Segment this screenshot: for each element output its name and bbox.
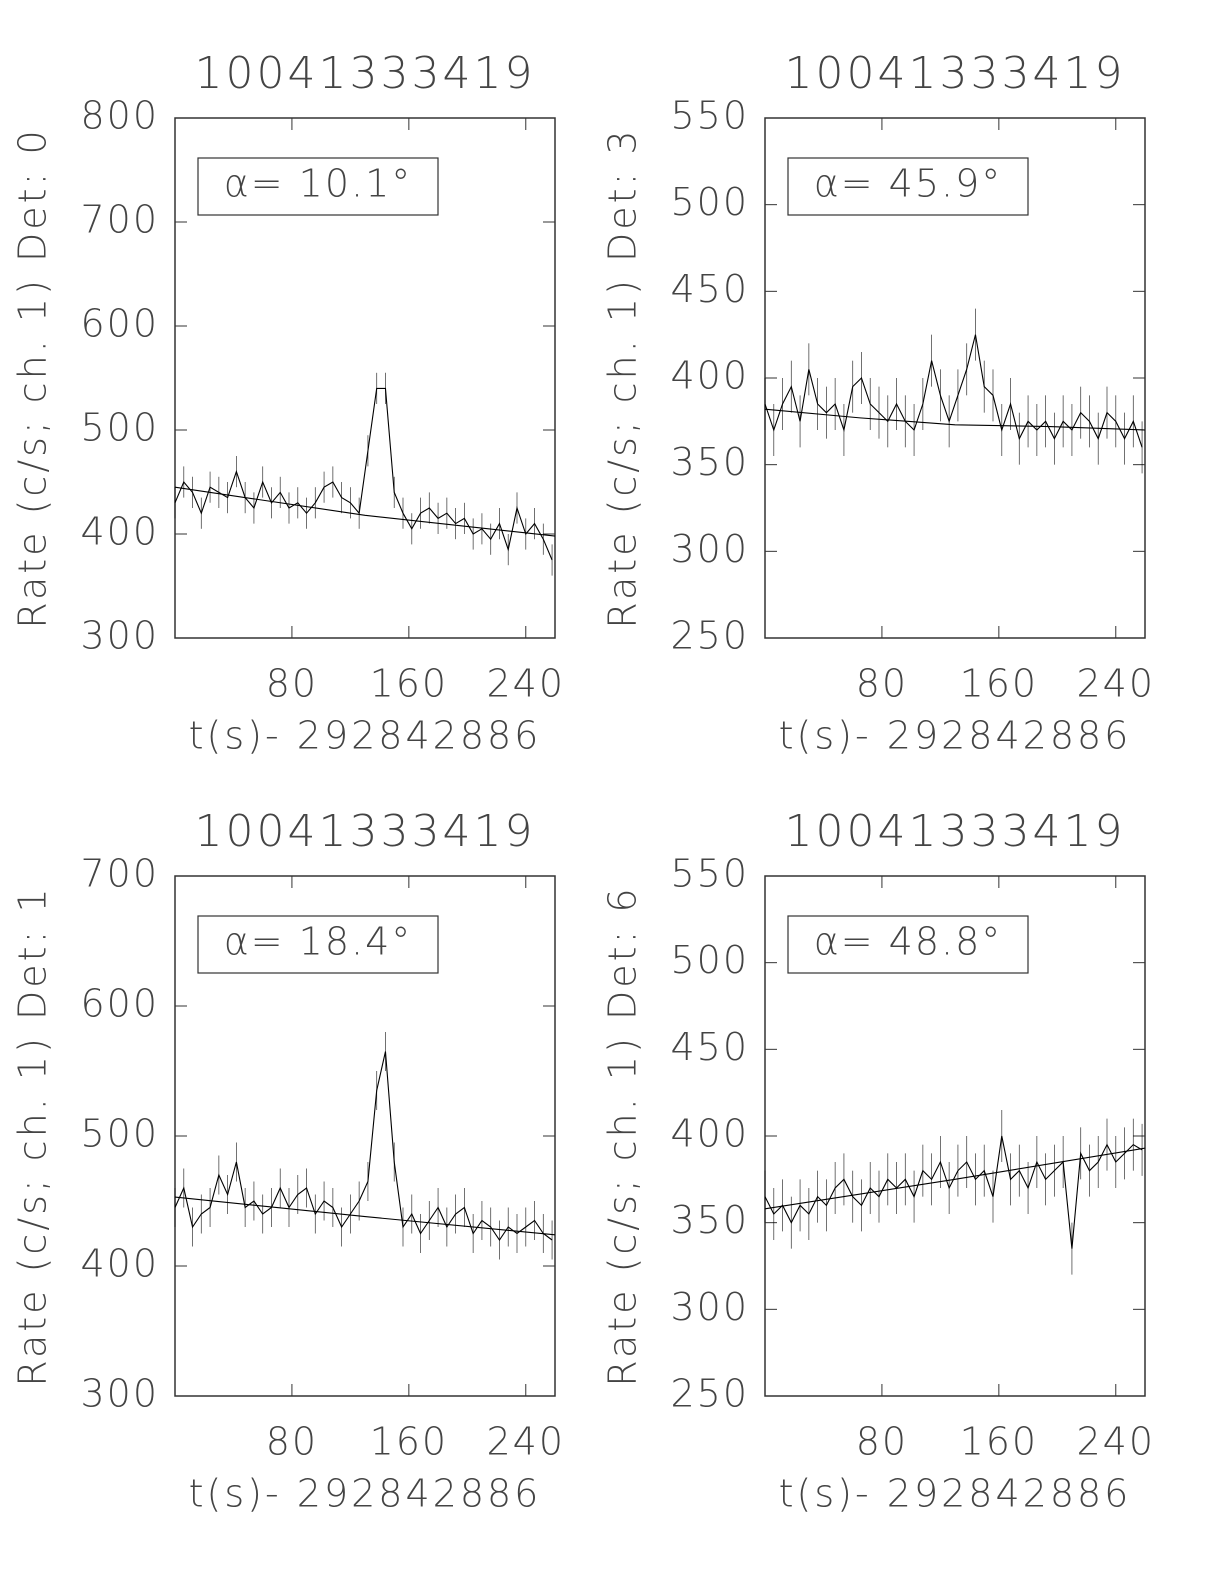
annotation-box (197, 157, 439, 216)
annotation: α= 45.9° (814, 162, 1003, 206)
data-line (174, 1051, 553, 1241)
y-tick-label: 250 (670, 614, 749, 658)
y-tick-label: 300 (80, 1372, 159, 1416)
y-tick-label: 400 (80, 510, 159, 554)
annotation-box (197, 915, 439, 974)
plot-frame (174, 117, 556, 639)
x-tick-label: 160 (960, 1420, 1039, 1464)
y-axis-label: Rate (c/s; ch. 1) Det: 1 (11, 885, 55, 1386)
y-tick-label: 350 (670, 1198, 749, 1242)
panel-title: 10041333419 (195, 48, 536, 99)
y-tick-label: 500 (670, 180, 749, 224)
y-tick-label: 550 (670, 94, 749, 138)
y-tick-label: 550 (670, 852, 749, 896)
y-tick-label: 250 (670, 1372, 749, 1416)
y-tick-label: 600 (80, 302, 159, 346)
fit-line (174, 1196, 556, 1236)
y-tick-label: 500 (80, 1112, 159, 1156)
y-axis-label: Rate (c/s; ch. 1) Det: 6 (601, 885, 645, 1386)
fit-line (764, 408, 1146, 431)
x-axis-label: t(s)- 292842886 (779, 1472, 1132, 1516)
x-axis-label: t(s)- 292842886 (779, 714, 1132, 758)
y-tick-label: 800 (80, 94, 159, 138)
annotation: α= 18.4° (224, 920, 413, 964)
x-tick-label: 160 (370, 1420, 449, 1464)
panel-title: 10041333419 (785, 806, 1126, 857)
x-tick-label: 80 (856, 1420, 908, 1464)
annotation-box (787, 157, 1029, 216)
y-tick-label: 600 (80, 982, 159, 1026)
y-tick-label: 450 (670, 267, 749, 311)
x-tick-label: 240 (487, 662, 566, 706)
y-tick-label: 400 (670, 354, 749, 398)
x-tick-label: 160 (960, 662, 1039, 706)
data-line (764, 334, 1143, 448)
y-tick-label: 500 (670, 938, 749, 982)
y-tick-label: 700 (80, 852, 159, 896)
fit-line (764, 1147, 1146, 1210)
x-tick-label: 80 (266, 662, 318, 706)
x-tick-label: 160 (370, 662, 449, 706)
y-axis-label: Rate (c/s; ch. 1) Det: 3 (601, 127, 645, 628)
y-tick-label: 350 (670, 440, 749, 484)
x-axis-label: t(s)- 292842886 (189, 714, 542, 758)
y-tick-label: 400 (80, 1242, 159, 1286)
x-axis-label: t(s)- 292842886 (189, 1472, 542, 1516)
y-axis-label: Rate (c/s; ch. 1) Det: 0 (11, 127, 55, 628)
y-tick-label: 700 (80, 198, 159, 242)
panel-title: 10041333419 (785, 48, 1126, 99)
x-tick-label: 240 (1077, 662, 1156, 706)
y-tick-label: 450 (670, 1025, 749, 1069)
data-line (764, 1135, 1143, 1249)
annotation: α= 10.1° (224, 162, 413, 206)
y-tick-label: 400 (670, 1112, 749, 1156)
y-tick-label: 300 (670, 527, 749, 571)
panel-title: 10041333419 (195, 806, 536, 857)
y-tick-label: 300 (670, 1285, 749, 1329)
x-tick-label: 80 (856, 662, 908, 706)
annotation: α= 48.8° (814, 920, 1003, 964)
x-tick-label: 80 (266, 1420, 318, 1464)
data-line (174, 387, 553, 561)
y-tick-label: 500 (80, 406, 159, 450)
y-tick-label: 300 (80, 614, 159, 658)
fit-line (174, 486, 556, 537)
annotation-box (787, 915, 1029, 974)
x-tick-label: 240 (1077, 1420, 1156, 1464)
x-tick-label: 240 (487, 1420, 566, 1464)
